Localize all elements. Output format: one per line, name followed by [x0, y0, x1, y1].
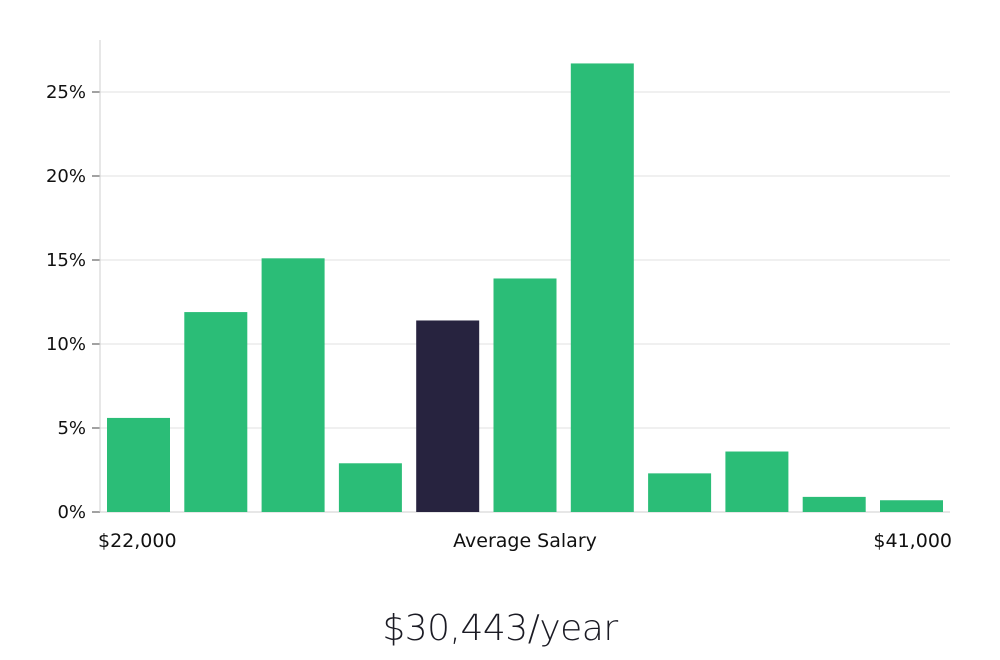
average-salary-value: $30,443/year: [382, 608, 618, 649]
y-tick-label: 0%: [57, 502, 86, 523]
y-tick-label: 15%: [46, 250, 86, 271]
y-tick-label: 5%: [57, 418, 86, 439]
y-tick-label: 25%: [46, 82, 86, 103]
bar: [493, 278, 557, 512]
bar: [648, 473, 712, 512]
y-tick-label: 20%: [46, 166, 86, 187]
bar: [184, 312, 248, 512]
bar: [880, 500, 943, 512]
x-min-label: $22,000: [98, 530, 177, 552]
x-axis-title: Average Salary: [453, 530, 597, 552]
bar: [261, 258, 325, 512]
bar: [107, 417, 170, 512]
salary-histogram: 0%5%10%15%20%25% $22,000 Average Salary …: [46, 40, 952, 552]
bar: [338, 463, 402, 512]
x-max-label: $41,000: [873, 530, 952, 552]
bar-highlighted: [416, 320, 480, 512]
bars: [107, 63, 943, 512]
bar: [570, 63, 634, 512]
y-axis-ticks: 0% 5% 10% 15% 20% 25%: [46, 82, 100, 523]
bar: [725, 451, 789, 512]
bar: [802, 496, 866, 512]
y-tick-label: 10%: [46, 334, 86, 355]
